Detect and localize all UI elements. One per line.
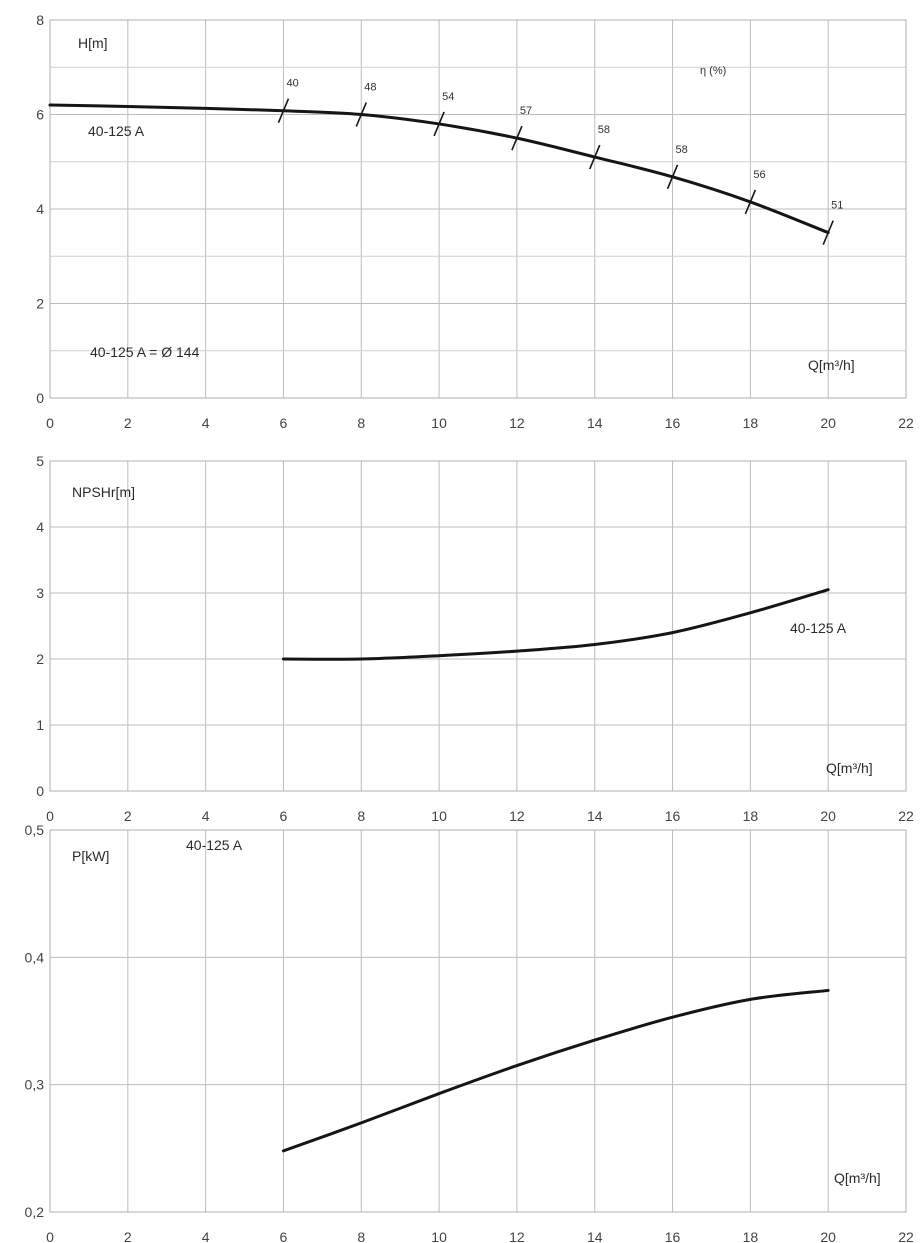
y-tick-label: 6 xyxy=(36,107,44,123)
x-tick-label: 10 xyxy=(431,1229,447,1243)
x-tick-label: 4 xyxy=(202,415,210,431)
y-tick-label: 5 xyxy=(36,453,44,469)
y-tick-label: 1 xyxy=(36,717,44,733)
y-axis-label: P[kW] xyxy=(72,848,109,864)
x-tick-label: 10 xyxy=(431,415,447,431)
x-tick-label: 2 xyxy=(124,808,132,824)
curve-label: 40-125 A xyxy=(186,837,243,853)
efficiency-tick xyxy=(822,220,834,245)
efficiency-tick xyxy=(588,144,601,170)
efficiency-label: 40 xyxy=(286,78,298,90)
x-tick-label: 18 xyxy=(743,1229,759,1243)
x-tick-label: 14 xyxy=(587,415,603,431)
curve-label: 40-125 A xyxy=(88,123,145,139)
plot-frame xyxy=(49,829,907,1213)
y-tick-label: 8 xyxy=(36,12,44,28)
x-tick-label: 14 xyxy=(587,808,603,824)
y-tick-label: 3 xyxy=(36,585,44,601)
x-tick-label: 8 xyxy=(357,1229,365,1243)
plot-frame xyxy=(49,19,907,399)
efficiency-axis-label: η (%) xyxy=(700,65,726,77)
x-tick-label: 0 xyxy=(46,415,54,431)
x-tick-label: 20 xyxy=(820,1229,836,1243)
efficiency-label: 48 xyxy=(364,82,376,94)
efficiency-label: 58 xyxy=(598,124,610,136)
y-axis-label: NPSHr[m] xyxy=(72,484,135,500)
x-tick-label: 6 xyxy=(280,808,288,824)
x-tick-label: 0 xyxy=(46,808,54,824)
x-tick-label: 20 xyxy=(820,808,836,824)
efficiency-label: 56 xyxy=(753,169,765,181)
x-tick-label: 4 xyxy=(202,1229,210,1243)
y-tick-label: 2 xyxy=(36,296,44,312)
y-tick-label: 0,5 xyxy=(25,822,45,838)
efficiency-label: 51 xyxy=(831,200,843,212)
x-tick-label: 16 xyxy=(665,1229,681,1243)
performance-curve xyxy=(281,988,830,1153)
x-axis-label: Q[m³/h] xyxy=(808,357,855,373)
x-tick-label: 8 xyxy=(357,415,365,431)
chart-panel-3: 0,2 0,3 0,4 0,5 0 2 4 6 8 10 12 14 16 18 20 22 P[kW] Q[m³… xyxy=(25,822,914,1243)
x-tick-label: 2 xyxy=(124,1229,132,1243)
x-tick-label: 18 xyxy=(743,808,759,824)
efficiency-tick xyxy=(355,102,368,127)
impeller-diameter-note: 40-125 A = Ø 144 xyxy=(90,344,200,360)
x-tick-label: 22 xyxy=(898,808,914,824)
plot-frame xyxy=(49,460,907,792)
x-axis-label: Q[m³/h] xyxy=(826,760,873,776)
curve-label: 40-125 A xyxy=(790,620,847,636)
x-tick-label: 4 xyxy=(202,808,210,824)
efficiency-label: 58 xyxy=(676,144,688,156)
y-tick-label: 4 xyxy=(36,519,44,535)
y-tick-label: 0 xyxy=(36,390,44,406)
y-tick-label: 0 xyxy=(36,783,44,799)
y-tick-label: 2 xyxy=(36,651,44,667)
performance-curve xyxy=(281,588,830,661)
y-tick-label: 4 xyxy=(36,201,44,217)
x-tick-label: 12 xyxy=(509,1229,525,1243)
efficiency-tick xyxy=(277,98,290,124)
x-tick-label: 20 xyxy=(820,415,836,431)
efficiency-tick xyxy=(744,189,757,215)
y-tick-label: 0,4 xyxy=(25,949,45,965)
x-tick-label: 10 xyxy=(431,808,447,824)
efficiency-tick xyxy=(666,164,679,190)
x-tick-label: 16 xyxy=(665,808,681,824)
x-tick-label: 6 xyxy=(280,415,288,431)
x-tick-label: 18 xyxy=(743,415,759,431)
x-tick-label: 12 xyxy=(509,808,525,824)
y-axis-label: H[m] xyxy=(78,35,108,51)
efficiency-label: 54 xyxy=(442,91,454,103)
y-tick-label: 0,2 xyxy=(25,1204,45,1220)
x-tick-label: 22 xyxy=(898,1229,914,1243)
x-axis-label: Q[m³/h] xyxy=(834,1170,881,1186)
x-tick-label: 12 xyxy=(509,415,525,431)
x-tick-label: 22 xyxy=(898,415,914,431)
x-tick-label: 2 xyxy=(124,415,132,431)
y-tick-label: 0,3 xyxy=(25,1077,45,1093)
efficiency-label: 57 xyxy=(520,105,532,117)
chart-panel-1: 0 2 4 6 8 0 2 4 6 8 10 12 14 16 18 20 22 40 48 54 57 58 58 56 51… xyxy=(36,12,914,431)
x-tick-label: 0 xyxy=(46,1229,54,1243)
x-tick-label: 14 xyxy=(587,1229,603,1243)
x-tick-label: 8 xyxy=(357,808,365,824)
efficiency-tick xyxy=(511,125,523,151)
efficiency-tick xyxy=(433,111,445,137)
x-tick-label: 16 xyxy=(665,415,681,431)
x-tick-label: 6 xyxy=(280,1229,288,1243)
